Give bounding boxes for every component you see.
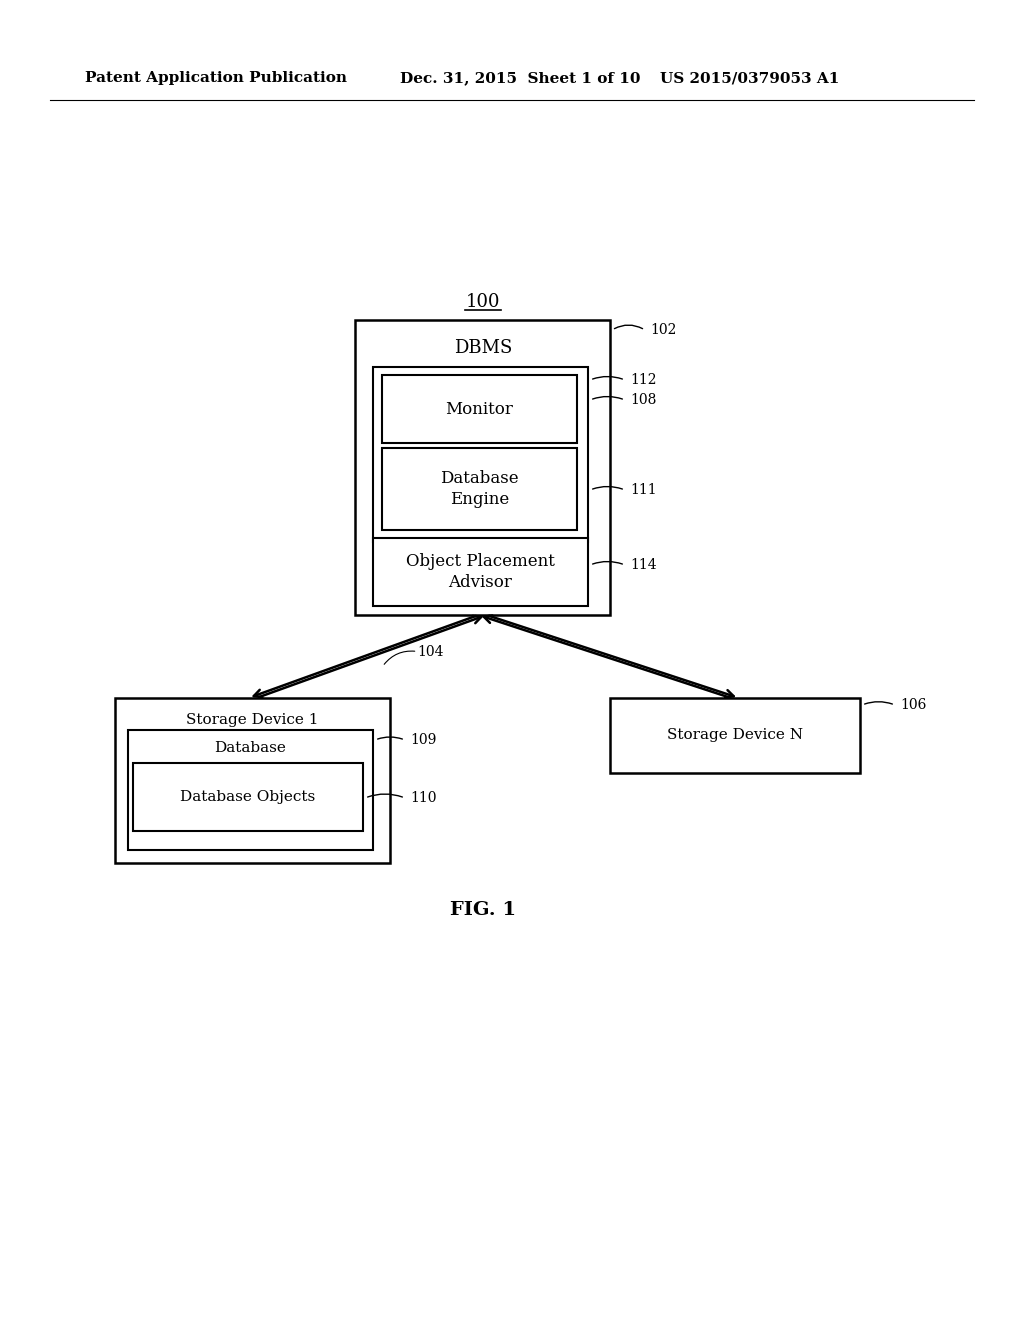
Text: FIG. 1: FIG. 1 [450,902,516,919]
Text: US 2015/0379053 A1: US 2015/0379053 A1 [660,71,840,84]
Text: Object Placement
Advisor: Object Placement Advisor [407,553,555,591]
Text: 114: 114 [630,558,656,572]
Text: 104: 104 [418,644,444,659]
Bar [115,698,390,863]
Text: Monitor: Monitor [445,400,513,417]
Bar [382,375,577,444]
Text: 108: 108 [630,393,656,407]
Text: Database: Database [215,741,287,755]
Text: DBMS: DBMS [454,339,512,356]
Text: Dec. 31, 2015  Sheet 1 of 10: Dec. 31, 2015 Sheet 1 of 10 [400,71,640,84]
Bar [128,730,373,850]
Text: Database
Engine: Database Engine [440,470,519,508]
Bar [373,367,588,543]
Bar [373,539,588,606]
Text: 100: 100 [466,293,501,312]
Text: 102: 102 [650,323,677,337]
Bar [355,319,610,615]
Text: 111: 111 [630,483,656,498]
Bar [610,698,860,774]
Text: 112: 112 [630,374,656,387]
Text: Storage Device N: Storage Device N [667,729,803,742]
Text: 109: 109 [410,733,436,747]
Text: 110: 110 [410,791,436,805]
Text: Storage Device 1: Storage Device 1 [186,713,318,727]
Bar [382,447,577,531]
Bar [133,763,362,832]
Text: 106: 106 [900,698,927,711]
Text: Database Objects: Database Objects [180,789,315,804]
Text: Patent Application Publication: Patent Application Publication [85,71,347,84]
